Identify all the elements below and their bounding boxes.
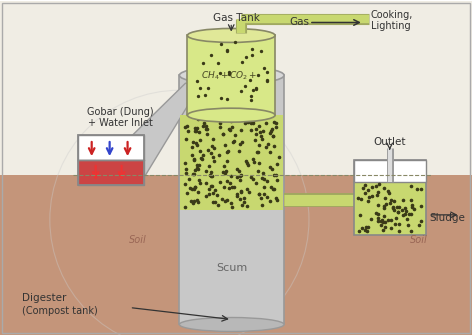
Bar (0, 175, 473, 335)
Bar (354, 160, 426, 235)
Text: Gas: Gas (289, 17, 309, 28)
Text: Outlet: Outlet (374, 137, 406, 147)
Bar (181, 115, 283, 210)
Text: Cooking,: Cooking, (371, 9, 413, 19)
Text: + Water Inlet: + Water Inlet (88, 118, 153, 128)
Text: Soil: Soil (410, 235, 428, 245)
Bar (78, 135, 144, 185)
Text: Lighting: Lighting (371, 22, 410, 32)
Text: Sludge: Sludge (429, 213, 465, 223)
Ellipse shape (179, 318, 284, 331)
Ellipse shape (187, 108, 275, 122)
Text: $\mathit{CH_4+CO_2+}$: $\mathit{CH_4+CO_2+}$ (201, 69, 257, 82)
Text: (Compost tank): (Compost tank) (22, 305, 98, 316)
Text: Gas Tank: Gas Tank (213, 12, 260, 23)
Ellipse shape (179, 66, 284, 84)
Bar (187, 35, 275, 115)
Bar (179, 75, 284, 325)
Bar (78, 135, 144, 160)
Bar (78, 160, 144, 185)
Polygon shape (82, 83, 201, 185)
Text: Scum: Scum (216, 263, 247, 273)
Text: Digester: Digester (22, 293, 66, 302)
Text: Soil: Soil (128, 235, 146, 245)
Bar (0, 1, 473, 175)
Text: Gobar (Dung): Gobar (Dung) (87, 107, 154, 117)
Bar (354, 160, 426, 182)
Ellipse shape (187, 29, 275, 42)
